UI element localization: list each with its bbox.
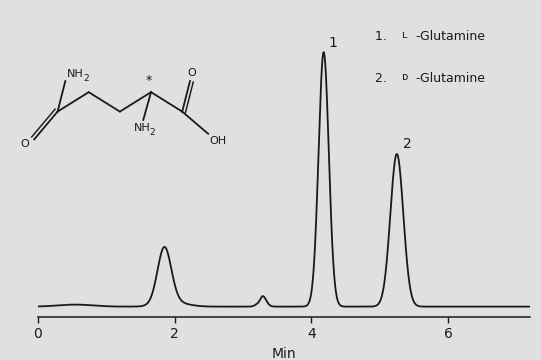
Text: 2: 2: [403, 138, 412, 152]
Text: O: O: [20, 139, 29, 149]
Text: 2.: 2.: [375, 72, 390, 85]
Text: NH: NH: [134, 123, 150, 133]
Text: NH: NH: [67, 69, 83, 79]
Text: ʟ: ʟ: [402, 31, 407, 40]
X-axis label: Min: Min: [272, 347, 296, 360]
Text: 2: 2: [150, 128, 155, 137]
Text: ᴅ: ᴅ: [402, 72, 408, 82]
Text: -Glutamine: -Glutamine: [415, 72, 485, 85]
Text: 2: 2: [83, 74, 89, 83]
Text: 1.: 1.: [375, 31, 390, 44]
Text: *: *: [146, 74, 152, 87]
Text: 1: 1: [328, 36, 338, 50]
Text: -Glutamine: -Glutamine: [415, 31, 485, 44]
Text: OH: OH: [209, 136, 227, 146]
Text: O: O: [187, 68, 196, 78]
